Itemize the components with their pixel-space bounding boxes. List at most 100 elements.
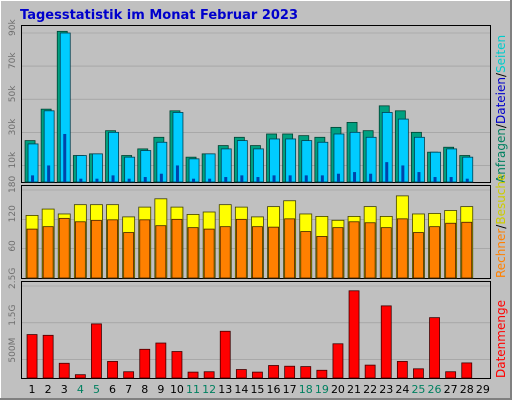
bar-dateien	[253, 148, 264, 183]
bar-rechner	[219, 226, 231, 279]
bar-datenmenge	[445, 371, 457, 379]
bar-seiten	[111, 175, 115, 182]
bar-seiten	[369, 173, 373, 182]
bar-rechner	[348, 221, 360, 279]
bar-dateien	[188, 158, 200, 183]
x-tick-label: 17	[283, 383, 297, 396]
y-tick-label: 10k	[8, 151, 18, 168]
y-tick-label: 50k	[8, 85, 18, 102]
y-tick-label: 60	[8, 240, 18, 252]
bar-seiten	[449, 177, 453, 182]
x-tick-label: 16	[267, 383, 281, 396]
x-tick-label: 22	[363, 383, 377, 396]
panel-requests-ticks: 10k 30k 50k 70k 90k	[8, 19, 18, 169]
panel-visits-ticks: 60 120 180	[8, 176, 18, 252]
legend-sep-2: /	[494, 72, 508, 77]
panel-requests-bars	[24, 30, 474, 183]
legend-datenmenge-text: Datenmenge	[494, 300, 508, 378]
bar-seiten	[401, 165, 405, 182]
bar-seiten	[208, 178, 212, 182]
x-tick-label: 12	[202, 383, 216, 396]
bar-dateien	[220, 148, 232, 183]
bar-rechner	[91, 219, 102, 279]
bar-seiten	[353, 172, 357, 182]
x-tick-label: 4	[77, 383, 84, 396]
bar-rechner	[58, 217, 70, 279]
x-tick-label: 26	[428, 383, 442, 396]
bar-rechner	[413, 232, 424, 279]
bar-seiten	[95, 178, 99, 182]
bar-rechner	[284, 218, 296, 279]
y-tick-label: 2.5G	[8, 268, 18, 289]
x-tick-label: 20	[331, 383, 345, 396]
bar-datenmenge	[187, 371, 199, 379]
bar-seiten	[79, 178, 83, 182]
bar-seiten	[385, 162, 389, 182]
legend-datenmenge: Datenmenge	[494, 300, 508, 378]
bar-datenmenge	[74, 374, 86, 379]
bar-datenmenge	[461, 362, 473, 379]
legend-dateien: Dateien	[494, 77, 508, 124]
legend-seiten: Seiten	[494, 35, 508, 73]
bar-datenmenge	[332, 343, 344, 379]
bar-rechner	[252, 226, 263, 279]
panel-requests: 10k 30k 50k 70k 90k	[8, 19, 491, 183]
bar-seiten	[175, 165, 179, 182]
legend-requests-files-pages: Anfragen/Dateien/Seiten	[494, 35, 508, 183]
bar-datenmenge	[380, 305, 392, 379]
bar-rechner	[396, 218, 408, 279]
bar-rechner	[380, 227, 392, 279]
bar-rechner	[187, 227, 199, 279]
bar-seiten	[256, 177, 260, 182]
bar-datenmenge	[139, 348, 151, 379]
bar-rechner	[268, 226, 279, 279]
bar-dateien	[204, 153, 216, 183]
bar-datenmenge	[284, 365, 296, 379]
y-tick-label: 1.5G	[8, 304, 18, 325]
bar-datenmenge	[429, 317, 440, 379]
x-tick-label: 7	[125, 383, 132, 396]
bar-dateien	[462, 156, 474, 183]
bar-datenmenge	[155, 342, 167, 379]
bar-datenmenge	[252, 371, 263, 379]
panel-volume-bars	[26, 290, 473, 379]
bar-rechner	[332, 227, 344, 279]
bar-seiten	[465, 178, 469, 182]
bar-datenmenge	[107, 361, 118, 379]
x-tick-label: 11	[186, 383, 200, 396]
bar-datenmenge	[171, 351, 183, 379]
bar-rechner	[171, 218, 183, 279]
bar-dateien	[75, 155, 87, 183]
bar-seiten	[320, 175, 324, 182]
bar-seiten	[47, 165, 51, 182]
x-tick-label: 10	[170, 383, 184, 396]
x-tick-label: 8	[141, 383, 148, 396]
bar-seiten	[417, 172, 421, 182]
bar-datenmenge	[42, 334, 54, 379]
bar-datenmenge	[364, 364, 376, 379]
panel-visits-bars	[25, 195, 474, 279]
legend-sep-1: /	[494, 123, 508, 128]
x-tick-label: 27	[444, 383, 458, 396]
panel-visits: 60 120 180	[8, 176, 491, 279]
bar-rechner	[139, 219, 151, 279]
bar-rechner	[42, 226, 54, 279]
y-tick-label: 500M	[8, 338, 18, 363]
panel-volume-ticks: 500M 1.5G 2.5G	[8, 268, 18, 363]
bar-seiten	[31, 175, 35, 182]
x-axis-day-labels: 1 2 3 4 5 6 7 8 9 10 11 12 13 14 15 16 17 18 19 20 21 22 23 24 2…	[29, 383, 490, 396]
bar-rechner	[300, 231, 312, 279]
bar-dateien	[108, 131, 119, 183]
bar-seiten	[336, 173, 340, 182]
x-tick-label: 5	[93, 383, 100, 396]
bar-rechner	[203, 228, 215, 279]
bar-dateien	[124, 156, 136, 183]
bar-rechner	[123, 232, 135, 279]
bar-datenmenge	[268, 365, 279, 379]
x-tick-label: 2	[45, 383, 52, 396]
bar-rechner	[364, 222, 376, 279]
legend-rechner: Rechner	[494, 229, 508, 278]
x-tick-label: 18	[299, 383, 313, 396]
x-tick-label: 3	[61, 383, 68, 396]
